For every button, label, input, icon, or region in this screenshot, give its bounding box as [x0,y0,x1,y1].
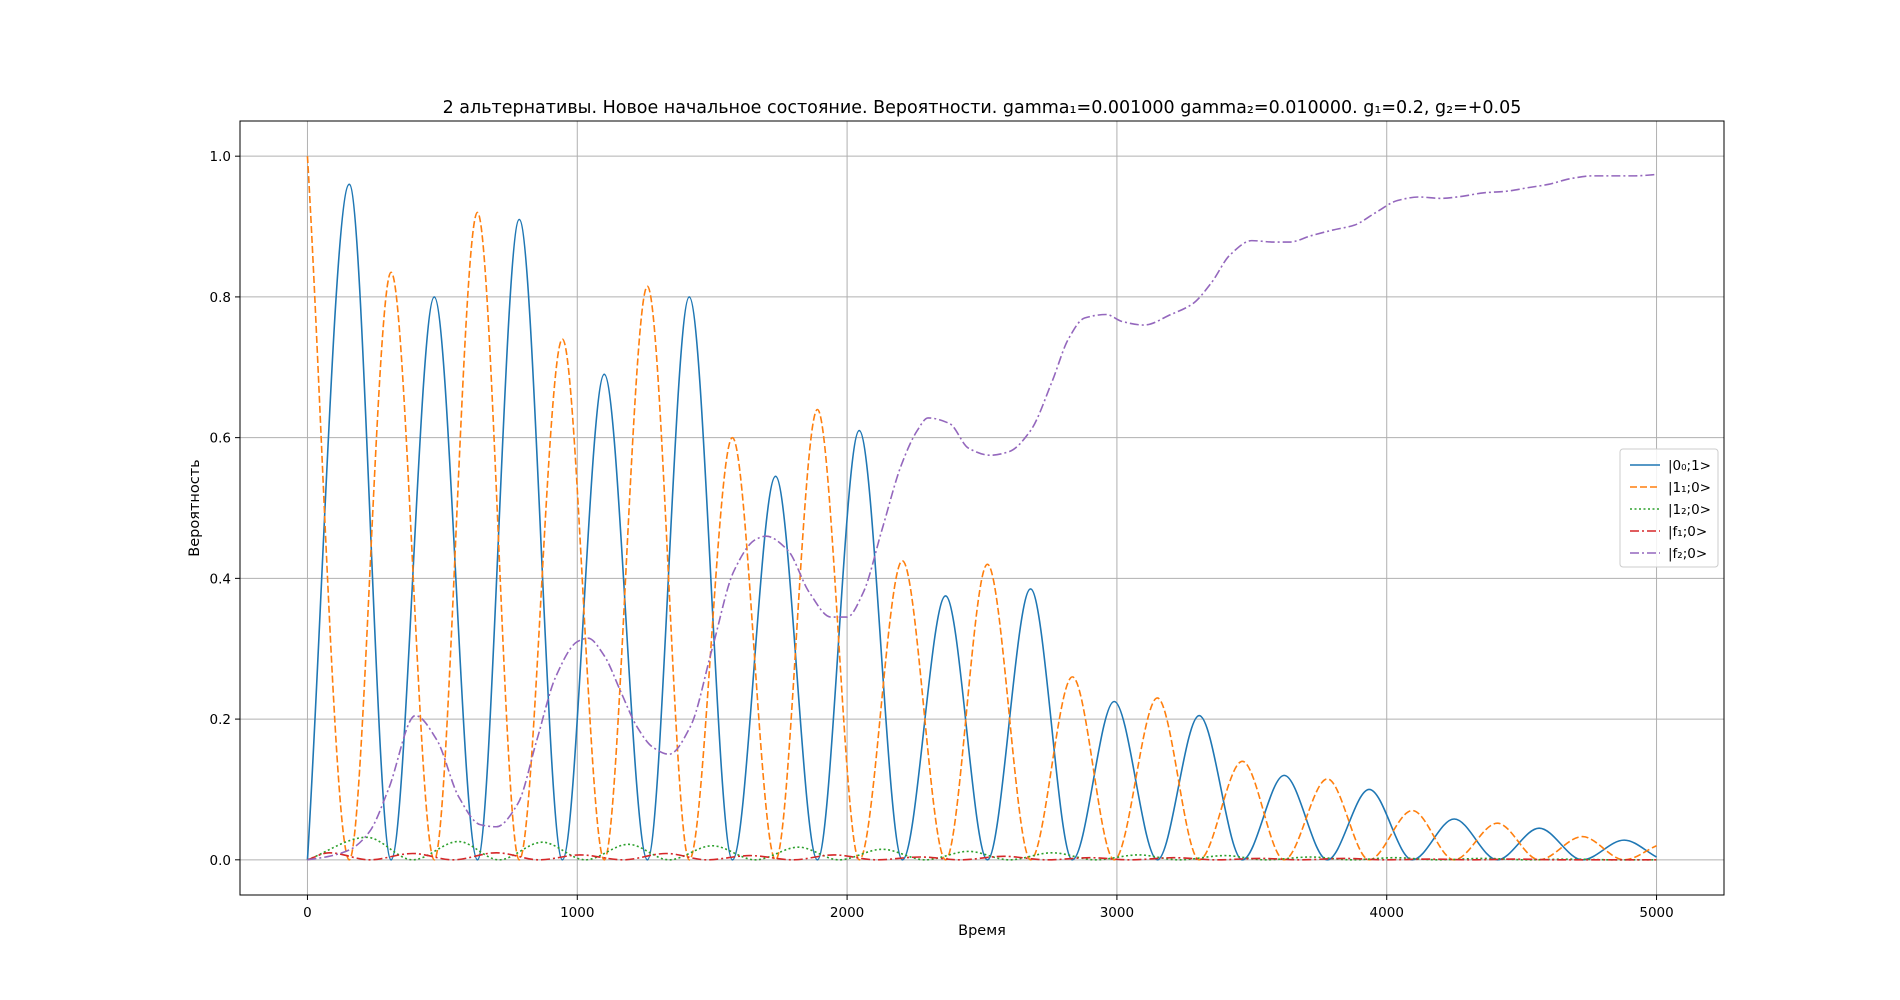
series-line-2 [307,836,1657,861]
y-tick-label: 0.6 [210,431,231,447]
x-tick-label: 2000 [830,905,864,921]
grid [240,121,1724,895]
legend-label: |1₁;0> [1668,480,1711,496]
x-tick-label: 0 [303,905,312,921]
x-tick-label: 4000 [1370,905,1404,921]
y-tick-label: 0.0 [210,853,231,869]
legend-label: |1₂;0> [1668,502,1711,518]
legend-box [1619,448,1719,568]
x-axis-title: Время [958,923,1006,939]
x-tick-label: 1000 [560,905,594,921]
plot-frame [239,120,1725,896]
y-tick-label: 0.2 [210,712,231,728]
series-line-4 [307,173,1657,861]
series-line-0 [306,183,1657,861]
legend-label: |f₂;0> [1668,546,1707,562]
series-layer [306,156,1657,861]
legend-label: |f₁;0> [1668,524,1707,540]
y-tick-label: 0.4 [210,571,231,587]
legend: |0₀;1> |1₁;0> |1₂;0> |f₁;0> |f₂;0> [1619,448,1719,568]
y-tick-label: 1.0 [210,149,231,165]
series-line-1 [306,156,1657,861]
x-tick-label: 5000 [1639,905,1673,921]
x-tick-label: 3000 [1100,905,1134,921]
y-tick-label: 0.8 [210,290,231,306]
chart-title: 2 альтернативы. Новое начальное состояни… [443,98,1522,118]
y-axis-title: Вероятность [187,459,203,556]
axis-ticks: 0 1000 2000 3000 4000 5000 0.0 0.2 0.4 0.6 0.8 1.0 [210,149,1674,921]
series-line-3 [307,851,1657,861]
legend-label: |0₀;1> [1668,458,1711,474]
